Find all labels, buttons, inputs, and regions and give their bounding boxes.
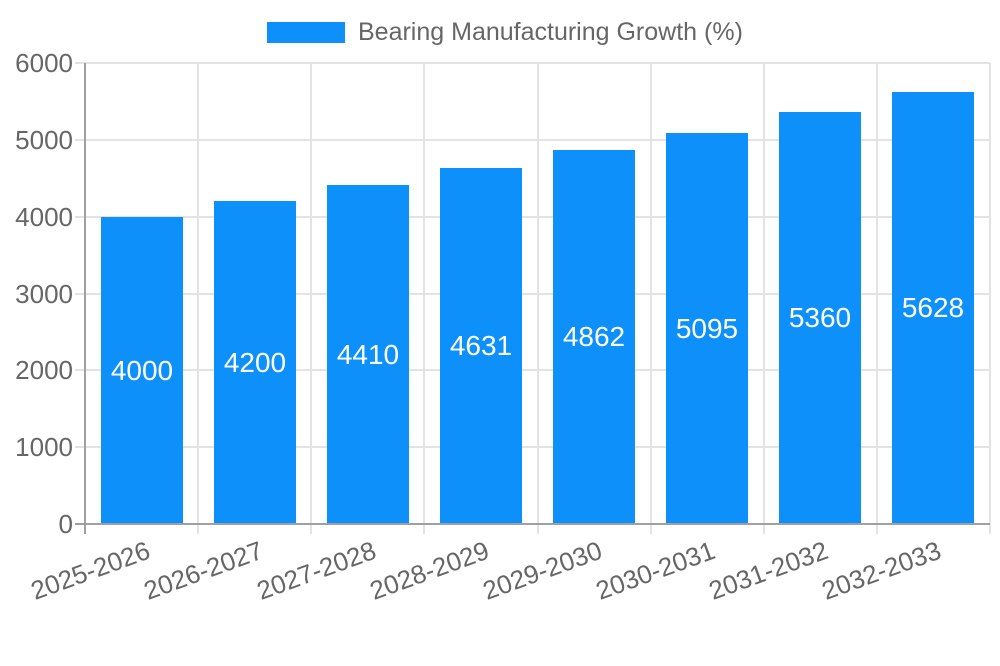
v-gridline bbox=[310, 63, 312, 524]
v-gridline bbox=[989, 63, 991, 524]
bar-value-label: 4631 bbox=[449, 330, 513, 361]
x-tick-mark bbox=[650, 524, 652, 534]
y-tick-mark bbox=[75, 139, 85, 141]
y-tick-mark bbox=[75, 62, 85, 64]
x-tick-mark bbox=[989, 524, 991, 534]
y-tick-mark bbox=[75, 446, 85, 448]
bar[interactable] bbox=[779, 112, 861, 524]
y-axis-tick-label: 5000 bbox=[15, 125, 73, 155]
x-tick-mark bbox=[423, 524, 425, 534]
x-tick-mark bbox=[310, 524, 312, 534]
bar[interactable] bbox=[892, 92, 974, 524]
y-axis-tick-label: 6000 bbox=[15, 48, 73, 78]
bar[interactable] bbox=[214, 201, 296, 524]
bar-value-label: 4410 bbox=[336, 339, 400, 370]
v-gridline bbox=[537, 63, 539, 524]
x-tick-mark bbox=[537, 524, 539, 534]
v-gridline bbox=[650, 63, 652, 524]
v-gridline bbox=[197, 63, 199, 524]
x-axis-line bbox=[75, 523, 990, 525]
y-axis-tick-label: 1000 bbox=[15, 432, 73, 462]
v-gridline bbox=[423, 63, 425, 524]
bar[interactable] bbox=[666, 133, 748, 524]
bar[interactable] bbox=[440, 168, 522, 524]
bar-value-label: 5095 bbox=[675, 313, 739, 344]
legend-label: Bearing Manufacturing Growth (%) bbox=[358, 18, 743, 46]
y-axis-tick-label: 3000 bbox=[15, 279, 73, 309]
bar-value-label: 4862 bbox=[562, 321, 626, 352]
legend[interactable]: Bearing Manufacturing Growth (%) bbox=[267, 18, 743, 46]
bar-value-label: 5360 bbox=[788, 302, 852, 333]
y-tick-mark bbox=[75, 216, 85, 218]
v-gridline bbox=[763, 63, 765, 524]
bar-chart: Bearing Manufacturing Growth (%) 0 1000 20… bbox=[15, 18, 991, 606]
y-tick-mark bbox=[75, 369, 85, 371]
y-axis-tick-label: 0 bbox=[58, 509, 73, 539]
y-axis-tick-label: 2000 bbox=[15, 355, 73, 385]
x-tick-mark bbox=[763, 524, 765, 534]
bar[interactable] bbox=[327, 185, 409, 524]
y-tick-mark bbox=[75, 293, 85, 295]
legend-swatch bbox=[267, 22, 345, 43]
bar-value-label: 5628 bbox=[901, 292, 965, 323]
y-axis-tick-label: 4000 bbox=[15, 202, 73, 232]
x-tick-mark bbox=[876, 524, 878, 534]
bar[interactable] bbox=[101, 217, 183, 524]
bar-value-label: 4000 bbox=[110, 355, 174, 386]
bar[interactable] bbox=[553, 150, 635, 524]
y-axis-line bbox=[84, 63, 86, 534]
x-tick-mark bbox=[197, 524, 199, 534]
v-gridline bbox=[876, 63, 878, 524]
bar-value-label: 4200 bbox=[223, 347, 287, 378]
